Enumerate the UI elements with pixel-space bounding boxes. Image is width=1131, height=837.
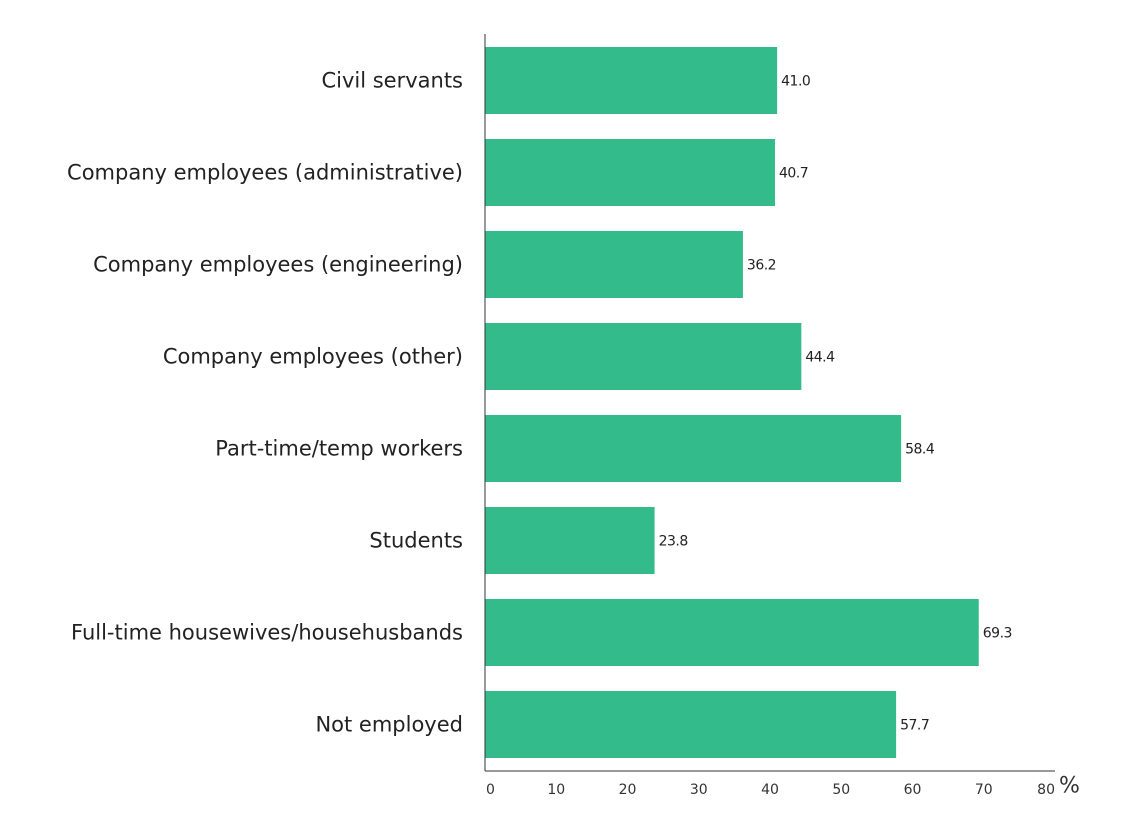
value-label: 44.4	[805, 350, 835, 366]
value-label: 58.4	[905, 442, 935, 458]
x-tick-label: 80	[1037, 782, 1055, 798]
value-label: 23.8	[659, 534, 688, 550]
x-tick-label: 40	[761, 782, 779, 798]
bar	[485, 47, 778, 114]
bar	[485, 415, 902, 482]
bar	[485, 599, 979, 666]
bar	[485, 691, 897, 758]
category-label: Company employees (administrative)	[67, 161, 463, 185]
bar	[485, 323, 802, 390]
category-label: Company employees (other)	[163, 345, 463, 369]
category-labels: Civil servants Company employees (adminis…	[67, 69, 463, 737]
value-label: 69.3	[983, 626, 1012, 642]
value-label: 41.0	[781, 74, 810, 90]
x-axis-unit-label: %	[1059, 774, 1080, 799]
bars-layer	[485, 47, 979, 758]
axes	[484, 34, 1055, 772]
x-tick-label: 60	[904, 782, 922, 798]
value-labels: 41.0 40.7 36.2 44.4 58.4 23.8 69.3 57.7	[659, 74, 1013, 734]
value-label: 57.7	[900, 718, 929, 734]
category-label: Part-time/temp workers	[215, 437, 463, 461]
x-tick-label: 30	[690, 782, 708, 798]
x-tick-label: 20	[619, 782, 637, 798]
x-tick-label: 0	[486, 782, 495, 798]
value-label: 40.7	[779, 166, 808, 182]
bar	[485, 507, 655, 574]
category-label: Students	[369, 529, 463, 553]
category-label: Not employed	[315, 713, 463, 737]
x-tick-labels: 0 10 20 30 40 50 60 70 80	[486, 782, 1055, 798]
bar	[485, 139, 775, 206]
value-label: 36.2	[747, 258, 776, 274]
bar	[485, 231, 743, 298]
category-label: Full-time housewives/househusbands	[71, 621, 463, 645]
x-tick-label: 70	[975, 782, 993, 798]
x-tick-label: 50	[832, 782, 850, 798]
category-label: Company employees (engineering)	[93, 253, 463, 277]
category-label: Civil servants	[321, 69, 463, 93]
x-tick-label: 10	[547, 782, 565, 798]
